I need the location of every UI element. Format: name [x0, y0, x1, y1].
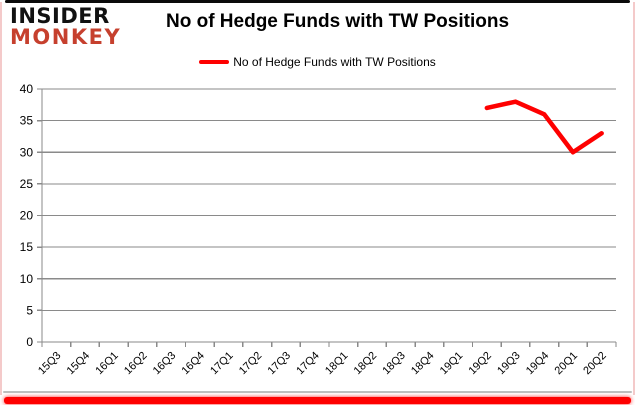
y-tick-label: 35: [20, 114, 34, 128]
x-tick-label: 18Q2: [352, 350, 380, 378]
x-axis-labels: 15Q3 15Q4 16Q1 16Q2 16Q3 16Q4 17Q1 17Q2 17Q3 17Q4…: [36, 350, 609, 378]
x-tick-label: 19Q4: [524, 350, 552, 378]
x-tick-label: 18Q1: [323, 350, 351, 378]
y-tick-label: 30: [20, 145, 34, 159]
x-tick-label: 16Q3: [151, 350, 179, 378]
right-border: [633, 2, 635, 395]
x-tick-label: 19Q3: [495, 350, 523, 378]
top-border: [5, 0, 630, 3]
y-tick-label: 40: [20, 82, 34, 96]
logo-insider-text: INSIDER: [10, 4, 110, 28]
x-tick-label: 18Q4: [409, 350, 437, 378]
x-tick-label: 15Q4: [65, 350, 93, 378]
y-tick-label: 20: [20, 209, 34, 223]
legend: No of Hedge Funds with TW Positions: [0, 54, 635, 70]
x-tick-label: 17Q3: [266, 350, 294, 378]
card-bottom-edge: [3, 391, 632, 393]
x-tick-label: 16Q1: [93, 350, 121, 378]
x-tick-label: 18Q3: [380, 350, 408, 378]
y-tick-label: 0: [26, 335, 33, 349]
x-tick-label: 20Q2: [581, 350, 609, 378]
insider-monkey-logo: INSIDER MONKEY: [10, 6, 121, 48]
y-tick-label: 25: [20, 177, 34, 191]
left-border: [0, 2, 2, 395]
x-tick-label: 17Q1: [208, 350, 236, 378]
axes: [37, 88, 617, 347]
line-chart: 0 5 10 15 20 25 30 35 40 15Q3 15Q4 16Q1 16Q2 16Q3 16Q4…: [20, 82, 617, 378]
legend-line-marker: [199, 60, 230, 64]
x-tick-label: 16Q2: [122, 350, 150, 378]
series-line: [484, 99, 604, 155]
chart-title: No of Hedge Funds with TW Positions: [165, 11, 510, 32]
x-tick-label: 16Q4: [179, 350, 207, 378]
x-tick-label: 19Q1: [438, 350, 466, 378]
x-tick-label: 19Q2: [466, 350, 494, 378]
bottom-red-bar: [4, 397, 631, 404]
gridlines: [42, 88, 616, 311]
legend-label: No of Hedge Funds with TW Positions: [233, 55, 436, 69]
x-tick-label: 17Q4: [294, 350, 322, 378]
y-axis-labels: 0 5 10 15 20 25 30 35 40: [20, 82, 34, 349]
x-tick-label: 17Q2: [237, 350, 265, 378]
logo-monkey-text: MONKEY: [10, 25, 122, 49]
x-tick-label: 15Q3: [36, 350, 64, 378]
y-tick-label: 5: [26, 303, 33, 317]
y-tick-label: 10: [20, 272, 34, 286]
y-tick-label: 15: [20, 240, 34, 254]
x-tick-label: 20Q1: [553, 350, 581, 378]
